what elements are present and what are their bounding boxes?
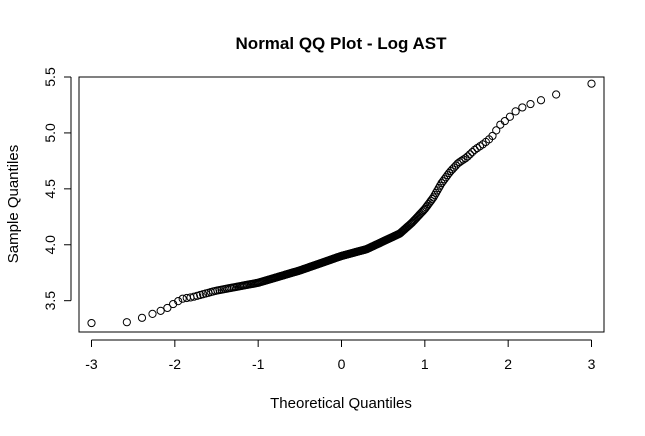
qq-point <box>536 96 546 105</box>
qq-point <box>488 131 497 141</box>
qq-point <box>518 103 527 112</box>
qq-point <box>137 313 147 322</box>
qq-point <box>431 188 441 197</box>
y-axis-label: Sample Quantiles <box>5 145 22 263</box>
qq-point <box>468 148 477 157</box>
qq-point <box>500 116 509 126</box>
x-tick-label: -2 <box>169 356 182 372</box>
x-tick-label: 0 <box>338 356 346 372</box>
qq-point <box>465 150 475 159</box>
y-tick-label: 4.5 <box>42 179 58 199</box>
qq-point <box>148 309 157 318</box>
qq-point <box>189 292 199 301</box>
x-tick-label: 2 <box>504 356 512 372</box>
qq-point <box>163 303 172 313</box>
qq-point <box>156 306 165 315</box>
qq-point <box>178 294 187 303</box>
qq-point <box>174 297 183 306</box>
qq-point <box>87 318 96 328</box>
x-tick-label: -3 <box>85 356 98 372</box>
qq-point <box>496 120 505 129</box>
chart-title: Normal QQ Plot - Log AST <box>236 34 448 53</box>
qq-point <box>473 143 482 153</box>
plot-frame <box>78 76 605 333</box>
x-axis: -3 -2 -1 0 1 2 3 <box>85 339 596 372</box>
qq-point <box>430 190 439 200</box>
y-tick-label: 4.0 <box>42 235 58 255</box>
qq-point <box>505 112 514 121</box>
qq-point <box>552 90 561 99</box>
qq-point <box>433 186 442 195</box>
x-tick-label: 3 <box>588 356 596 372</box>
data-points <box>87 79 596 328</box>
y-axis: 3.5 4.0 4.5 5.0 5.5 <box>42 67 72 311</box>
qq-point <box>122 318 131 327</box>
qq-point <box>193 291 202 300</box>
qq-point <box>587 79 596 88</box>
qq-point <box>434 183 443 193</box>
qq-point <box>492 126 501 135</box>
qq-point <box>526 99 535 109</box>
qq-point <box>429 193 438 202</box>
x-tick-label: -1 <box>252 356 265 372</box>
qq-point <box>457 156 466 166</box>
y-tick-label: 5.5 <box>42 67 58 87</box>
y-tick-label: 3.5 <box>42 291 58 311</box>
qq-point <box>463 152 472 161</box>
x-axis-label: Theoretical Quantiles <box>270 395 412 412</box>
qq-point <box>428 195 437 204</box>
x-tick-label: 1 <box>421 356 429 372</box>
qq-point <box>440 175 449 184</box>
y-tick-label: 5.0 <box>42 123 58 143</box>
qq-point <box>511 107 520 116</box>
